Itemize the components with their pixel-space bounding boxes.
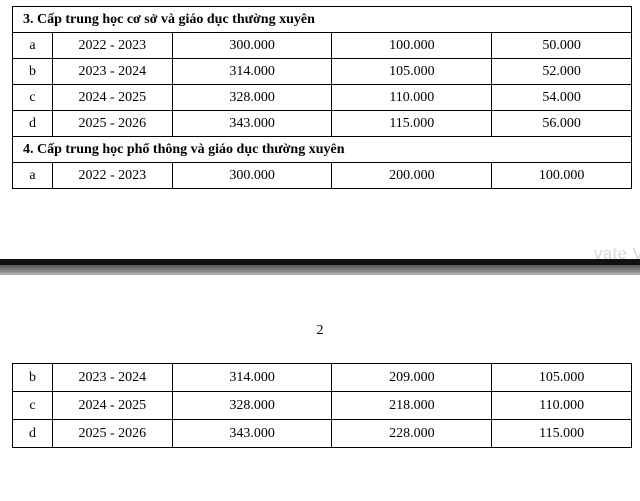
row-v1: 314.000 <box>172 364 332 392</box>
row-v3: 100.000 <box>492 163 632 189</box>
section4-title: 4. Cấp trung học phổ thông và giáo dục t… <box>13 137 632 163</box>
row-v1: 343.000 <box>172 420 332 448</box>
table-row: b 2023 - 2024 314.000 209.000 105.000 <box>13 364 632 392</box>
row-letter: b <box>13 364 53 392</box>
page-break-bar <box>0 259 640 275</box>
section3-header-row: 3. Cấp trung học cơ sở và giáo dục thườn… <box>13 7 632 33</box>
row-letter: d <box>13 420 53 448</box>
row-v1: 314.000 <box>172 59 332 85</box>
row-v3: 54.000 <box>492 85 632 111</box>
row-v3: 56.000 <box>492 111 632 137</box>
row-v1: 300.000 <box>172 33 332 59</box>
row-v3: 110.000 <box>492 392 632 420</box>
row-v2: 209.000 <box>332 364 492 392</box>
row-v3: 105.000 <box>492 364 632 392</box>
table-row: c 2024 - 2025 328.000 218.000 110.000 <box>13 392 632 420</box>
row-v1: 300.000 <box>172 163 332 189</box>
row-letter: c <box>13 85 53 111</box>
section3-title: 3. Cấp trung học cơ sở và giáo dục thườn… <box>13 7 632 33</box>
row-letter: a <box>13 163 53 189</box>
table-row: b 2023 - 2024 314.000 105.000 52.000 <box>13 59 632 85</box>
tuition-table-bottom: b 2023 - 2024 314.000 209.000 105.000 c … <box>12 363 632 448</box>
row-v2: 218.000 <box>332 392 492 420</box>
row-v2: 110.000 <box>332 85 492 111</box>
row-letter: c <box>13 392 53 420</box>
row-year: 2023 - 2024 <box>52 59 172 85</box>
row-v2: 228.000 <box>332 420 492 448</box>
row-letter: b <box>13 59 53 85</box>
table-row: d 2025 - 2026 343.000 115.000 56.000 <box>13 111 632 137</box>
row-year: 2023 - 2024 <box>52 364 172 392</box>
row-v3: 115.000 <box>492 420 632 448</box>
row-v2: 105.000 <box>332 59 492 85</box>
row-letter: a <box>13 33 53 59</box>
tuition-table-top: 3. Cấp trung học cơ sở và giáo dục thườn… <box>12 6 632 189</box>
row-year: 2025 - 2026 <box>52 420 172 448</box>
row-v2: 115.000 <box>332 111 492 137</box>
page-number: 2 <box>0 323 640 339</box>
table-row: c 2024 - 2025 328.000 110.000 54.000 <box>13 85 632 111</box>
row-v1: 328.000 <box>172 392 332 420</box>
row-v1: 328.000 <box>172 85 332 111</box>
row-year: 2025 - 2026 <box>52 111 172 137</box>
activate-windows-watermark: vate V <box>594 244 640 264</box>
row-v1: 343.000 <box>172 111 332 137</box>
row-v3: 52.000 <box>492 59 632 85</box>
row-v3: 50.000 <box>492 33 632 59</box>
row-letter: d <box>13 111 53 137</box>
row-year: 2022 - 2023 <box>52 33 172 59</box>
table-row: a 2022 - 2023 300.000 200.000 100.000 <box>13 163 632 189</box>
row-year: 2022 - 2023 <box>52 163 172 189</box>
row-v2: 200.000 <box>332 163 492 189</box>
row-year: 2024 - 2025 <box>52 85 172 111</box>
table-row: d 2025 - 2026 343.000 228.000 115.000 <box>13 420 632 448</box>
table-row: a 2022 - 2023 300.000 100.000 50.000 <box>13 33 632 59</box>
row-v2: 100.000 <box>332 33 492 59</box>
section4-header-row: 4. Cấp trung học phổ thông và giáo dục t… <box>13 137 632 163</box>
row-year: 2024 - 2025 <box>52 392 172 420</box>
